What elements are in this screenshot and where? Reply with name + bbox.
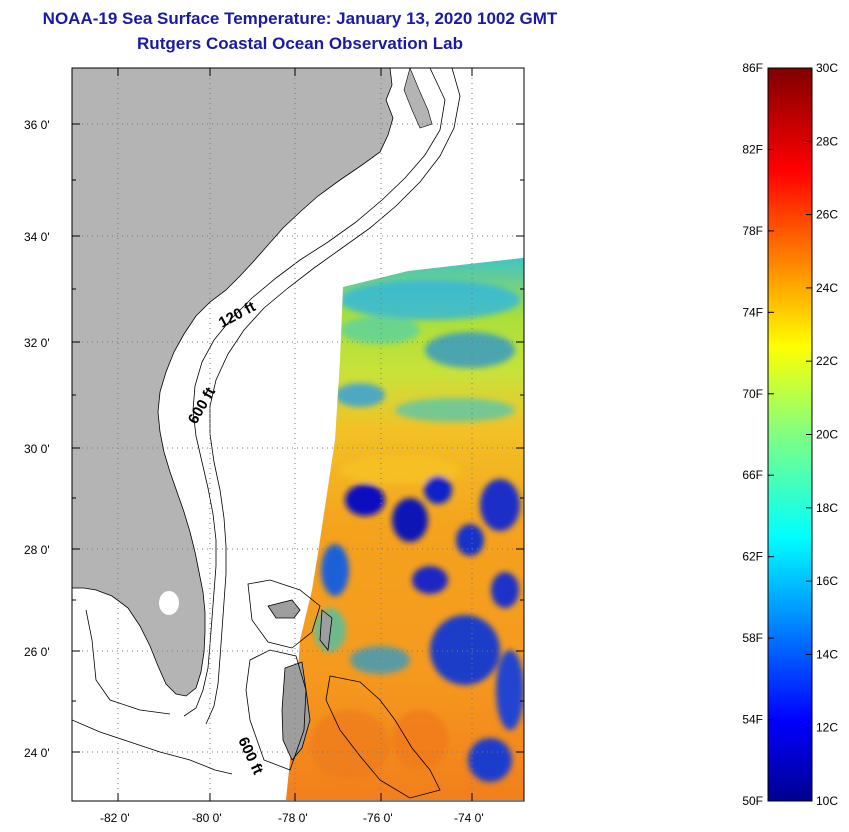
colorbar-label-f: 66F [742,468,763,482]
lat-label: 26 0' [24,645,50,659]
colorbar-ticks [768,67,812,802]
lat-label: 28 0' [24,543,50,557]
colorbar-label-f: 74F [742,305,763,319]
lon-label: -80 0' [192,811,222,825]
colorbar-label-c: 10C [816,794,838,808]
lon-label: -78 0' [278,811,308,825]
lat-label: 24 0' [24,746,50,760]
colorbar-label-c: 28C [816,134,838,148]
fahrenheit-scale: 86F 82F 78F 74F 70F 66F 62F 58F 54F 50F [742,61,763,808]
lat-label: 30 0' [24,442,50,456]
colorbar-label-c: 24C [816,281,838,295]
colorbar-gradient [767,67,813,802]
map-title: NOAA-19 Sea Surface Temperature: January… [42,9,558,28]
lat-label: 32 0' [24,336,50,350]
colorbar-label-c: 18C [816,501,838,515]
colorbar-label-f: 54F [742,713,763,727]
colorbar-label-f: 82F [742,142,763,156]
colorbar-label-c: 30C [816,61,838,75]
contour-keys [72,609,233,775]
land-outer-banks [403,68,433,129]
contour-600ft [205,68,461,725]
colorbar-label-f: 78F [742,224,763,238]
lon-label: -74 0' [454,811,484,825]
contour-120ft [183,68,446,717]
colorbar-label-c: 22C [816,354,838,368]
lat-label: 36 0' [24,118,50,132]
land-mainland [72,68,394,697]
lon-label: -82 0' [100,811,130,825]
axis-ticks [72,68,524,801]
colorbar-label-f: 50F [742,794,763,808]
map-frame [71,67,525,802]
colorbar-label-c: 26C [816,208,838,222]
colorbar-label-c: 20C [816,428,838,442]
colorbar-label-f: 58F [742,631,763,645]
colorbar-label-f: 70F [742,387,763,401]
lon-label: -76 0' [363,811,393,825]
map-plot-area [72,68,524,801]
colorbar-label-f: 86F [742,61,763,75]
colorbar-label-c: 14C [816,647,838,661]
map-subtitle: Rutgers Coastal Ocean Observation Lab [137,34,463,53]
colorbar-label-f: 62F [742,550,763,564]
land-bahamas [267,599,333,761]
colorbar-label-c: 12C [816,721,838,735]
colorbar-label-c: 16C [816,574,838,588]
lat-label: 34 0' [24,230,50,244]
celsius-scale: 30C 28C 26C 24C 22C 20C 18C 16C 14C 12C 10C [816,61,838,808]
graticule [72,68,524,801]
lake-okeechobee [159,591,179,615]
contour-bahamas [245,579,441,799]
